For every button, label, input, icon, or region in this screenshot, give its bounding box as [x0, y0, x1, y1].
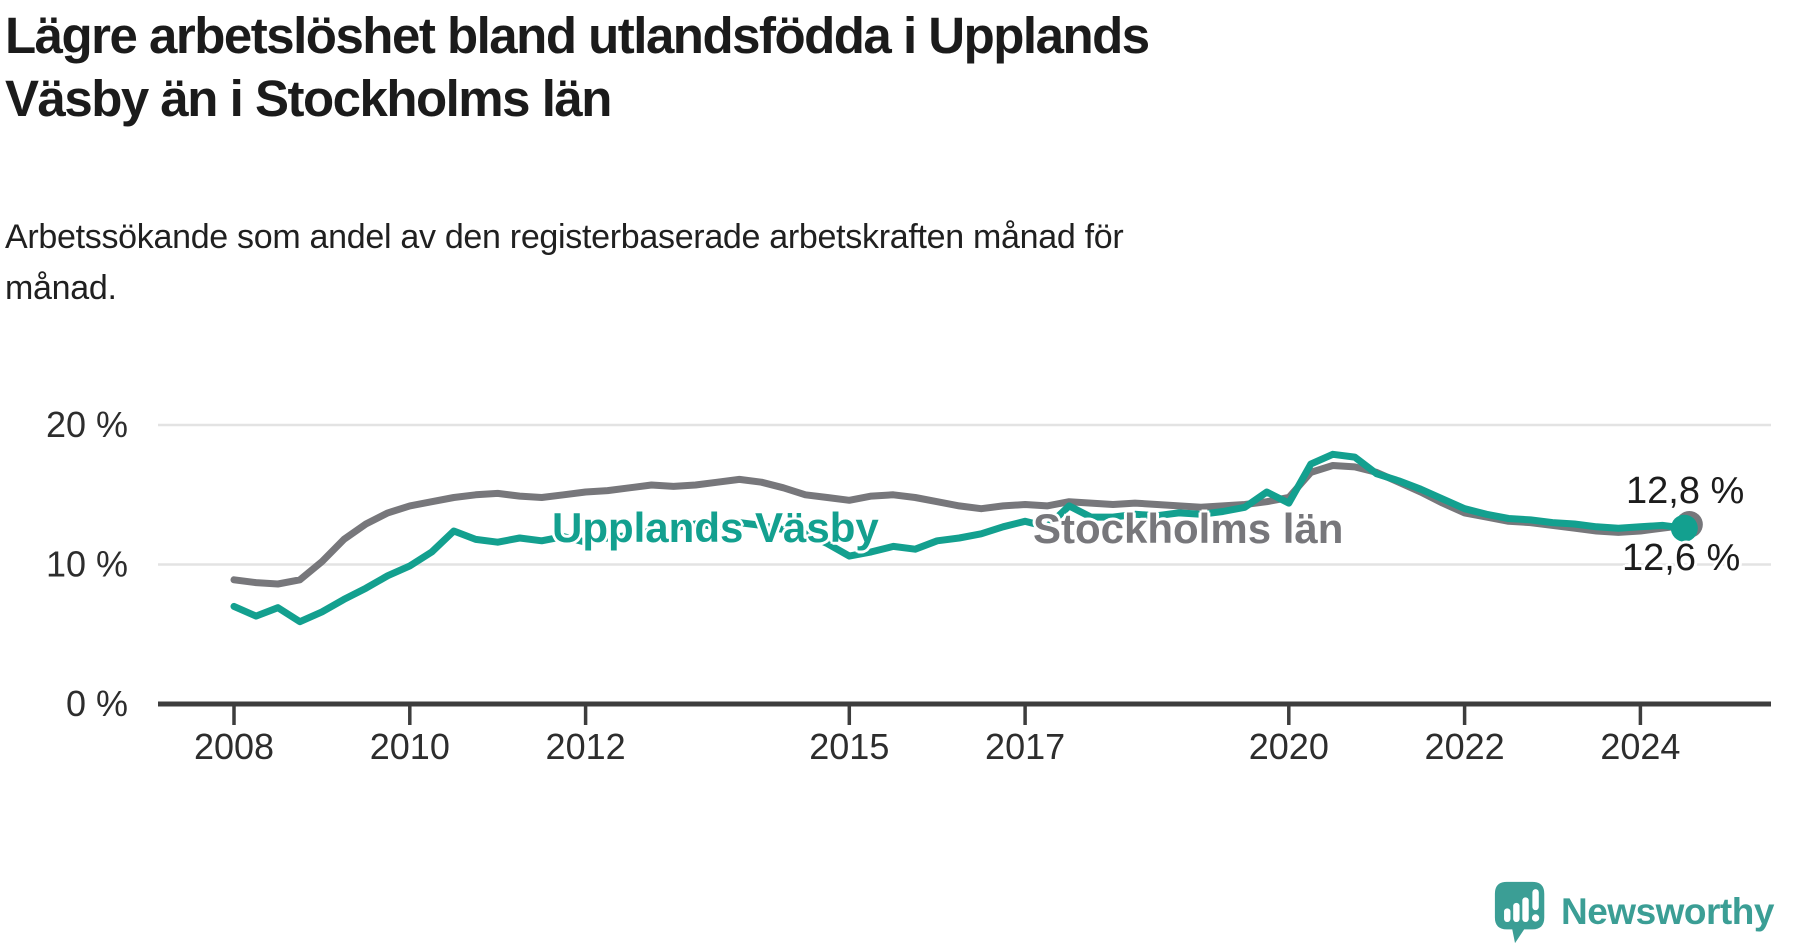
x-axis-label-2012: 2012 [546, 726, 626, 767]
x-axis-label-2008: 2008 [194, 726, 274, 767]
x-axis-label-2020: 2020 [1249, 726, 1329, 767]
newsworthy-branding: Newsworthy [1493, 880, 1774, 944]
x-axis-label-2017: 2017 [985, 726, 1065, 767]
end-value-label-stockholms-lan: 12,8 % [1626, 470, 1745, 512]
x-axis-label-2015: 2015 [809, 726, 889, 767]
chart-subtitle: Arbetssökande som andel av den registerb… [5, 212, 1124, 314]
series-line-stockholms-l-n [230, 462, 1688, 588]
end-dot-upplands-v-sby [1670, 514, 1698, 542]
x-axis-label-2010: 2010 [370, 726, 450, 767]
title-line-2: Väsby än i Stockholms län [5, 70, 612, 127]
y-axis-label-10: 10 % [46, 544, 128, 585]
page-title: Lägre arbetslöshet bland utlandsfödda i … [5, 4, 1150, 130]
y-axis-label-20: 20 % [46, 404, 128, 445]
x-axis-label-2022: 2022 [1425, 726, 1505, 767]
series-label-stockholms-lan: Stockholms län [1033, 505, 1344, 552]
newsworthy-logo-icon [1494, 881, 1545, 944]
end-value-label-upplands-vasby: 12,6 % [1622, 537, 1741, 579]
y-axis-label-0: 0 % [66, 683, 128, 724]
series-label-upplands-vasby: Upplands Väsby [552, 504, 879, 551]
subtitle-line-1: Arbetssökande som andel av den registerb… [5, 218, 1124, 256]
x-axis-label-2024: 2024 [1600, 726, 1680, 767]
subtitle-line-2: månad. [5, 269, 117, 307]
newsworthy-wordmark: Newsworthy [1561, 891, 1774, 932]
title-line-1: Lägre arbetslöshet bland utlandsfödda i … [5, 7, 1150, 64]
series-line-upplands-v-sby [230, 450, 1688, 626]
